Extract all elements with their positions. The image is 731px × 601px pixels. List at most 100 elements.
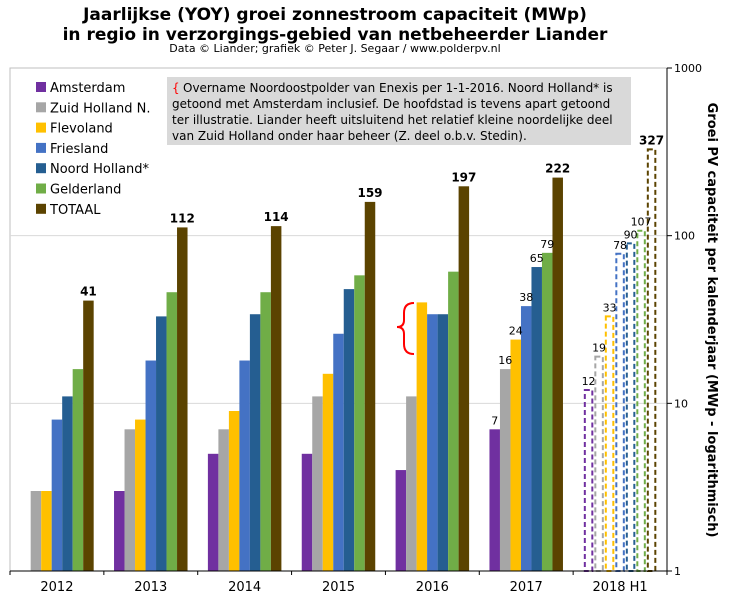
bar [145, 360, 157, 571]
legend-swatch [36, 142, 46, 153]
bar [228, 411, 240, 571]
data-label: 65 [530, 252, 544, 265]
legend-label: Friesland [50, 142, 108, 157]
data-label: 107 [631, 216, 652, 229]
annotation-box: { Overname Noordoostpolder van Enexis pe… [167, 77, 631, 145]
bar [333, 333, 344, 571]
y-tick-label: 10 [674, 397, 688, 410]
chart-subtitle: Data © Liander; grafiek © Peter J. Segaa… [169, 42, 500, 55]
bar [458, 186, 470, 571]
bar [301, 453, 313, 571]
bar [520, 306, 532, 571]
bar [531, 267, 542, 571]
bar [364, 201, 376, 571]
annotation-line-3: ter illustratie. Liander heeft uitsluite… [172, 113, 613, 127]
bar [30, 491, 42, 571]
chart-title-line1: Jaarlijkse (YOY) groei zonnestroom capac… [82, 5, 587, 25]
x-tick-label: 2012 [40, 580, 73, 595]
chart-title-line2: in regio in verzorgings-gebied van netbe… [63, 25, 608, 45]
x-tick-label: 2015 [322, 580, 355, 595]
bars-group [30, 148, 657, 573]
annotation-line-4: van Zuid Holland onder haar beheer (Z. d… [172, 129, 527, 143]
legend-label: Zuid Holland N. [50, 101, 151, 116]
bar [83, 300, 94, 571]
legend: Amsterdam Zuid Holland N. Flevoland Friesla… [36, 81, 151, 218]
bar [41, 491, 52, 571]
data-label: 159 [357, 186, 382, 200]
data-label: 7 [491, 414, 498, 427]
bar [249, 314, 261, 571]
bar [636, 229, 646, 572]
legend-label: Gelderland [50, 183, 121, 198]
bar [343, 289, 355, 571]
annotation-line-1: Overname Noordoostpolder van Enexis per … [183, 81, 613, 95]
bar [552, 177, 563, 571]
x-tick-label: 2017 [510, 580, 543, 595]
x-tick-label: 2016 [416, 580, 449, 595]
data-label: 79 [540, 238, 554, 251]
bar [322, 373, 334, 571]
bar [62, 396, 73, 571]
bar [270, 226, 282, 572]
data-label: 114 [264, 210, 289, 224]
data-label: 327 [639, 133, 664, 147]
x-tick-label: 2014 [228, 580, 261, 595]
data-label: 12 [582, 375, 596, 388]
annotation-background [167, 77, 631, 145]
bar [260, 292, 271, 571]
legend-label: Noord Holland* [50, 162, 150, 177]
legend-swatch [36, 102, 46, 113]
data-label: 78 [613, 239, 627, 252]
bar [427, 314, 438, 571]
legend-label: Flevoland [50, 122, 113, 137]
bar [72, 369, 84, 571]
bar [124, 429, 136, 571]
annotation-line-2: getoond met Amsterdam inclusief. De hoof… [172, 97, 610, 111]
legend-swatch [36, 163, 46, 174]
bar [239, 360, 250, 571]
bar [499, 369, 511, 571]
x-tick-label: 2018 H1 [592, 580, 647, 595]
bar [177, 227, 188, 572]
bar [437, 314, 449, 571]
bar [166, 292, 178, 571]
bar [51, 419, 63, 571]
y-tick-label: 100 [674, 230, 695, 243]
annotation-brace: { [172, 81, 180, 95]
bar [207, 453, 219, 571]
legend-swatch [36, 82, 46, 92]
data-label: 197 [451, 170, 476, 184]
data-label: 33 [603, 301, 617, 314]
legend-label: Amsterdam [50, 81, 125, 96]
bar [406, 396, 417, 571]
y-tick-label: 1000 [674, 62, 702, 75]
bar [510, 339, 521, 571]
data-label: 90 [624, 228, 638, 241]
bar [354, 275, 365, 571]
bar [312, 396, 323, 571]
y-tick-label: 1 [674, 565, 681, 578]
bar [135, 419, 146, 571]
data-label: 112 [170, 211, 195, 225]
bar [218, 429, 229, 571]
highlight-brace [396, 302, 415, 355]
data-label: 38 [519, 291, 533, 304]
x-tick-label: 2013 [134, 580, 167, 595]
data-label: 19 [592, 342, 606, 355]
highlight-marker [396, 302, 415, 355]
data-label: 222 [545, 162, 570, 176]
bar [416, 302, 428, 571]
legend-swatch [36, 203, 46, 214]
axes-group: 1 10 100 1000 2012 2013 2014 2015 2016 2017 2018 H… [9, 62, 719, 595]
y-axis-label: Groei PV capaciteit per kalenderjaar (MW… [704, 103, 719, 538]
bar [395, 470, 407, 571]
bar [114, 491, 125, 571]
bar [489, 429, 500, 571]
legend-swatch [36, 183, 46, 194]
legend-label: TOTAAL [49, 203, 101, 218]
bar [448, 271, 459, 571]
bar [541, 252, 553, 572]
bar [156, 316, 167, 571]
